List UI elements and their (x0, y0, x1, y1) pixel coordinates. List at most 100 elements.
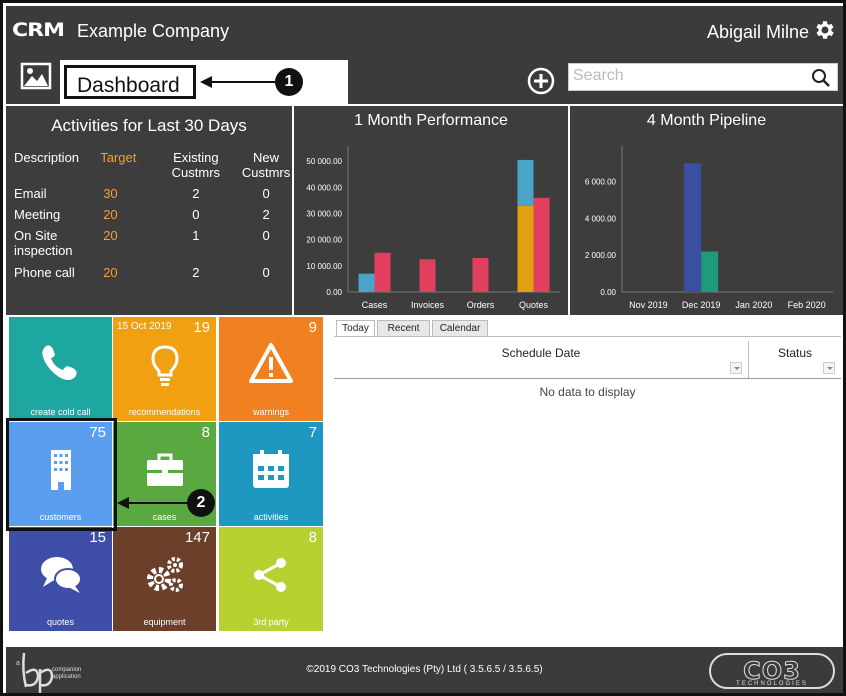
chat-icon (40, 557, 82, 593)
table-row: Meeting 20 0 2 (14, 207, 292, 228)
y-tick-label: 40 000.00 (306, 183, 342, 192)
tile-customers[interactable]: 75 customers (8, 421, 113, 527)
table-row: Email 30 2 0 (14, 186, 292, 207)
row-target: 20 (103, 207, 118, 222)
tile-recommendations[interactable]: 15 Oct 2019 19 recommendations (112, 316, 217, 422)
phone-icon-wrapper (9, 341, 112, 389)
activities-title: Activities for Last 30 Days (51, 116, 247, 135)
search-input[interactable]: Search (568, 63, 838, 91)
tab-today[interactable]: Today (336, 320, 375, 337)
row-desc: On Site inspection (14, 228, 73, 258)
tile-label: customers (39, 512, 82, 522)
row-desc: Meeting (14, 207, 61, 222)
tile-3rd-party[interactable]: 8 3rd party (218, 526, 324, 632)
tile-activities[interactable]: 7 activities (218, 421, 324, 527)
page-title: Dashboard (77, 74, 180, 97)
column-schedule-date[interactable]: Schedule Date (334, 341, 749, 378)
header-target: Target (100, 150, 137, 165)
bar[interactable] (684, 163, 702, 292)
add-circle-icon[interactable] (527, 67, 555, 95)
row-existing: 1 (192, 228, 200, 243)
co3-logo-subtext: TECHNOLOGIES (736, 681, 808, 687)
tile-count: 8 (201, 424, 210, 441)
row-desc: Email (14, 186, 47, 201)
phone-icon (41, 345, 77, 380)
empty-message: No data to display (539, 385, 636, 399)
header-new: New Custmrs (241, 150, 291, 180)
briefcase-icon (146, 453, 183, 486)
chat-icon-wrapper (9, 551, 112, 599)
row-target: 20 (103, 228, 118, 243)
tile-warnings[interactable]: 9 warnings (218, 316, 324, 422)
tile-label: recommendations (128, 407, 201, 417)
column-status[interactable]: Status (749, 341, 841, 378)
bp-text-line-1: companion (52, 667, 82, 673)
y-tick-label: 50 000.00 (306, 157, 342, 166)
schedule-grid-header: Schedule Date Status (334, 341, 841, 379)
tab-recent[interactable]: Recent (377, 320, 430, 337)
row-desc: Phone call (14, 265, 75, 280)
x-tick-label: Cases (362, 300, 388, 310)
crm-logo[interactable]: CRM (12, 19, 65, 42)
activities-panel: Activities for Last 30 Days Description … (6, 106, 292, 315)
warning-icon-wrapper (219, 341, 323, 389)
bp-logo-text: companion application (52, 667, 81, 681)
bar[interactable] (533, 197, 550, 292)
tile-count: 75 (89, 424, 106, 441)
tile-quotes[interactable]: 15 quotes (8, 526, 113, 632)
y-tick-label: 30 000.00 (306, 210, 342, 219)
tile-label: cases (152, 512, 177, 522)
search-icon[interactable] (811, 68, 831, 88)
tile-label: warnings (252, 407, 290, 417)
row-target: 20 (103, 265, 118, 280)
filter-dropdown-icon[interactable] (730, 362, 742, 374)
settings-gear-icon[interactable] (813, 18, 837, 42)
y-tick-label: 0.00 (600, 288, 616, 297)
x-tick-label: Orders (467, 300, 495, 310)
bar[interactable] (517, 159, 534, 206)
gears-icon (146, 557, 183, 592)
page-title-box: Dashboard 1 (60, 60, 348, 104)
tile-count: 8 (308, 529, 317, 546)
image-icon[interactable] (20, 62, 52, 90)
tile-equipment[interactable]: 147 equipment (112, 526, 217, 632)
bar[interactable] (517, 205, 534, 292)
tab-calendar[interactable]: Calendar (432, 320, 488, 337)
bar[interactable] (374, 252, 391, 292)
bar[interactable] (358, 273, 375, 292)
tile-count: 7 (308, 424, 317, 441)
x-tick-label: Invoices (411, 300, 445, 310)
filter-dropdown-icon[interactable] (823, 362, 835, 374)
bar[interactable] (472, 258, 489, 292)
tile-count: 19 (193, 319, 210, 336)
table-row: On Site inspection 20 1 0 (14, 228, 292, 265)
warning-icon (249, 343, 293, 383)
gears-icon-wrapper (113, 551, 216, 599)
lightbulb-icon (150, 345, 179, 386)
y-tick-label: 0.00 (326, 288, 342, 297)
top-bar: CRM Example Company Abigail Milne (6, 6, 843, 52)
calendar-icon (253, 450, 289, 488)
tile-count: 15 (89, 529, 106, 546)
co3-logo-text: CO3 (743, 657, 801, 686)
activities-header-row: Description Target Existing Custmrs New … (14, 150, 292, 186)
bar[interactable] (419, 259, 436, 292)
tile-cases[interactable]: 8 cases (112, 421, 217, 527)
performance-chart: 0.00 10 000.00 20 000.00 30 000.00 40 000.00… (306, 146, 560, 310)
performance-chart-title: 1 Month Performance (354, 112, 508, 129)
x-tick-label: Jan 2020 (735, 300, 772, 310)
pipeline-chart: 0.00 2 000.00 4 000.00 6 000.00 Nov 2019 Dec … (585, 146, 833, 310)
customers-tile-highlight (6, 418, 117, 531)
y-tick-label: 10 000.00 (306, 262, 342, 271)
pipeline-chart-title: 4 Month Pipeline (646, 112, 767, 129)
tile-label: equipment (143, 617, 186, 627)
tile-create-cold-call[interactable]: create cold call (8, 316, 113, 422)
briefcase-icon-wrapper (113, 446, 216, 494)
y-tick-label: 4 000.00 (585, 214, 617, 223)
x-tick-label: Feb 2020 (788, 300, 826, 310)
share-icon (254, 558, 286, 592)
sub-bar: Dashboard 1 Search (6, 52, 843, 104)
bar[interactable] (701, 251, 719, 292)
user-name[interactable]: Abigail Milne (706, 22, 809, 42)
